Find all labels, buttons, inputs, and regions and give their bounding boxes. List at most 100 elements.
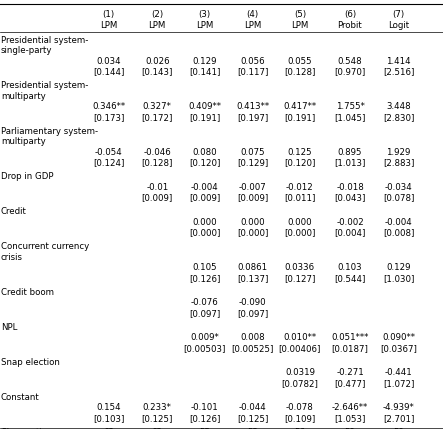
- Text: -0.046: -0.046: [144, 148, 171, 157]
- Text: [0.004]: [0.004]: [334, 228, 365, 237]
- Text: -0.007: -0.007: [239, 183, 266, 192]
- Text: [0.173]: [0.173]: [93, 113, 124, 122]
- Text: 0.0319: 0.0319: [285, 369, 315, 378]
- Text: -0.090: -0.090: [239, 298, 266, 307]
- Text: [0.009]: [0.009]: [189, 193, 220, 202]
- Text: [0.172]: [0.172]: [142, 113, 173, 122]
- Text: [0.141]: [0.141]: [189, 67, 220, 76]
- Text: [0.008]: [0.008]: [383, 228, 414, 237]
- Text: 0.056: 0.056: [240, 57, 265, 66]
- Text: [0.097]: [0.097]: [189, 309, 220, 318]
- Text: 0.129: 0.129: [386, 263, 411, 272]
- Text: (6): (6): [344, 10, 356, 19]
- Text: 0.105: 0.105: [192, 263, 217, 272]
- Text: [0.0367]: [0.0367]: [380, 344, 417, 353]
- Text: [0.011]: [0.011]: [284, 193, 315, 202]
- Text: -4.939*: -4.939*: [383, 403, 415, 412]
- Text: [0.477]: [0.477]: [334, 379, 365, 388]
- Text: [0.129]: [0.129]: [237, 158, 268, 167]
- Text: Constant: Constant: [1, 393, 39, 402]
- Text: -0.441: -0.441: [385, 369, 412, 378]
- Text: 0.008: 0.008: [240, 333, 265, 342]
- Text: Parliamentary system-: Parliamentary system-: [1, 127, 98, 136]
- Text: [0.125]: [0.125]: [237, 414, 268, 423]
- Text: (2): (2): [151, 10, 163, 19]
- Text: -0.101: -0.101: [191, 403, 218, 412]
- Text: [1.045]: [1.045]: [334, 113, 365, 122]
- Text: 0.0336: 0.0336: [285, 263, 315, 272]
- Text: -0.004: -0.004: [191, 183, 218, 192]
- Text: [0.000]: [0.000]: [189, 228, 220, 237]
- Text: 0.034: 0.034: [96, 57, 121, 66]
- Text: 55: 55: [199, 428, 210, 429]
- Text: 0.0861: 0.0861: [237, 263, 268, 272]
- Text: Presidential system-: Presidential system-: [1, 36, 88, 45]
- Text: 0.895: 0.895: [338, 148, 362, 157]
- Text: -0.01: -0.01: [146, 183, 168, 192]
- Text: (7): (7): [392, 10, 405, 19]
- Text: [0.120]: [0.120]: [284, 158, 315, 167]
- Text: 1.929: 1.929: [386, 148, 411, 157]
- Text: [0.0187]: [0.0187]: [331, 344, 369, 353]
- Text: 0.409**: 0.409**: [188, 103, 221, 112]
- Text: [0.117]: [0.117]: [237, 67, 268, 76]
- Text: Credit boom: Credit boom: [1, 288, 54, 297]
- Text: -0.044: -0.044: [239, 403, 266, 412]
- Text: [2.516]: [2.516]: [383, 67, 414, 76]
- Text: [1.072]: [1.072]: [383, 379, 414, 388]
- Text: [0.128]: [0.128]: [284, 67, 315, 76]
- Text: 1.755*: 1.755*: [335, 103, 365, 112]
- Text: -0.034: -0.034: [385, 183, 412, 192]
- Text: 56: 56: [295, 428, 305, 429]
- Text: 0.075: 0.075: [240, 148, 265, 157]
- Text: LPM: LPM: [100, 21, 117, 30]
- Text: 0.548: 0.548: [338, 57, 362, 66]
- Text: [0.120]: [0.120]: [189, 158, 220, 167]
- Text: -0.018: -0.018: [336, 183, 364, 192]
- Text: [0.127]: [0.127]: [284, 274, 315, 283]
- Text: (4): (4): [246, 10, 259, 19]
- Text: LPM: LPM: [291, 21, 309, 30]
- Text: [0.191]: [0.191]: [189, 113, 220, 122]
- Text: 0.103: 0.103: [338, 263, 362, 272]
- Text: (1): (1): [102, 10, 115, 19]
- Text: -0.002: -0.002: [336, 218, 364, 227]
- Text: 0.000: 0.000: [240, 218, 265, 227]
- Text: Drop in GDP: Drop in GDP: [1, 172, 54, 181]
- Text: Observations: Observations: [1, 428, 58, 429]
- Text: [0.0782]: [0.0782]: [281, 379, 319, 388]
- Text: 1.414: 1.414: [386, 57, 411, 66]
- Text: crisis: crisis: [1, 253, 23, 262]
- Text: [0.191]: [0.191]: [284, 113, 315, 122]
- Text: Snap election: Snap election: [1, 358, 60, 367]
- Text: (3): (3): [198, 10, 211, 19]
- Text: Credit: Credit: [1, 207, 27, 216]
- Text: 0.010**: 0.010**: [284, 333, 316, 342]
- Text: 0.129: 0.129: [192, 57, 217, 66]
- Text: NPL: NPL: [1, 323, 17, 332]
- Text: 63: 63: [103, 428, 114, 429]
- Text: [0.124]: [0.124]: [93, 158, 124, 167]
- Text: [0.144]: [0.144]: [93, 67, 124, 76]
- Text: [0.000]: [0.000]: [284, 228, 315, 237]
- Text: [1.013]: [1.013]: [334, 158, 365, 167]
- Text: 0.417**: 0.417**: [284, 103, 316, 112]
- Text: [0.043]: [0.043]: [334, 193, 365, 202]
- Text: [0.00503]: [0.00503]: [183, 344, 226, 353]
- Text: [0.109]: [0.109]: [284, 414, 315, 423]
- Text: [0.544]: [0.544]: [334, 274, 365, 283]
- Text: [0.126]: [0.126]: [189, 414, 220, 423]
- Text: 0.000: 0.000: [288, 218, 312, 227]
- Text: (5): (5): [294, 10, 306, 19]
- Text: [0.103]: [0.103]: [93, 414, 124, 423]
- Text: [0.097]: [0.097]: [237, 309, 268, 318]
- Text: 0.125: 0.125: [288, 148, 312, 157]
- Text: -0.004: -0.004: [385, 218, 412, 227]
- Text: [0.128]: [0.128]: [142, 158, 173, 167]
- Text: 0.080: 0.080: [192, 148, 217, 157]
- Text: [0.143]: [0.143]: [142, 67, 173, 76]
- Text: 0.413**: 0.413**: [236, 103, 269, 112]
- Text: Concurrent currency: Concurrent currency: [1, 242, 89, 251]
- Text: -0.012: -0.012: [286, 183, 314, 192]
- Text: [0.00525]: [0.00525]: [231, 344, 274, 353]
